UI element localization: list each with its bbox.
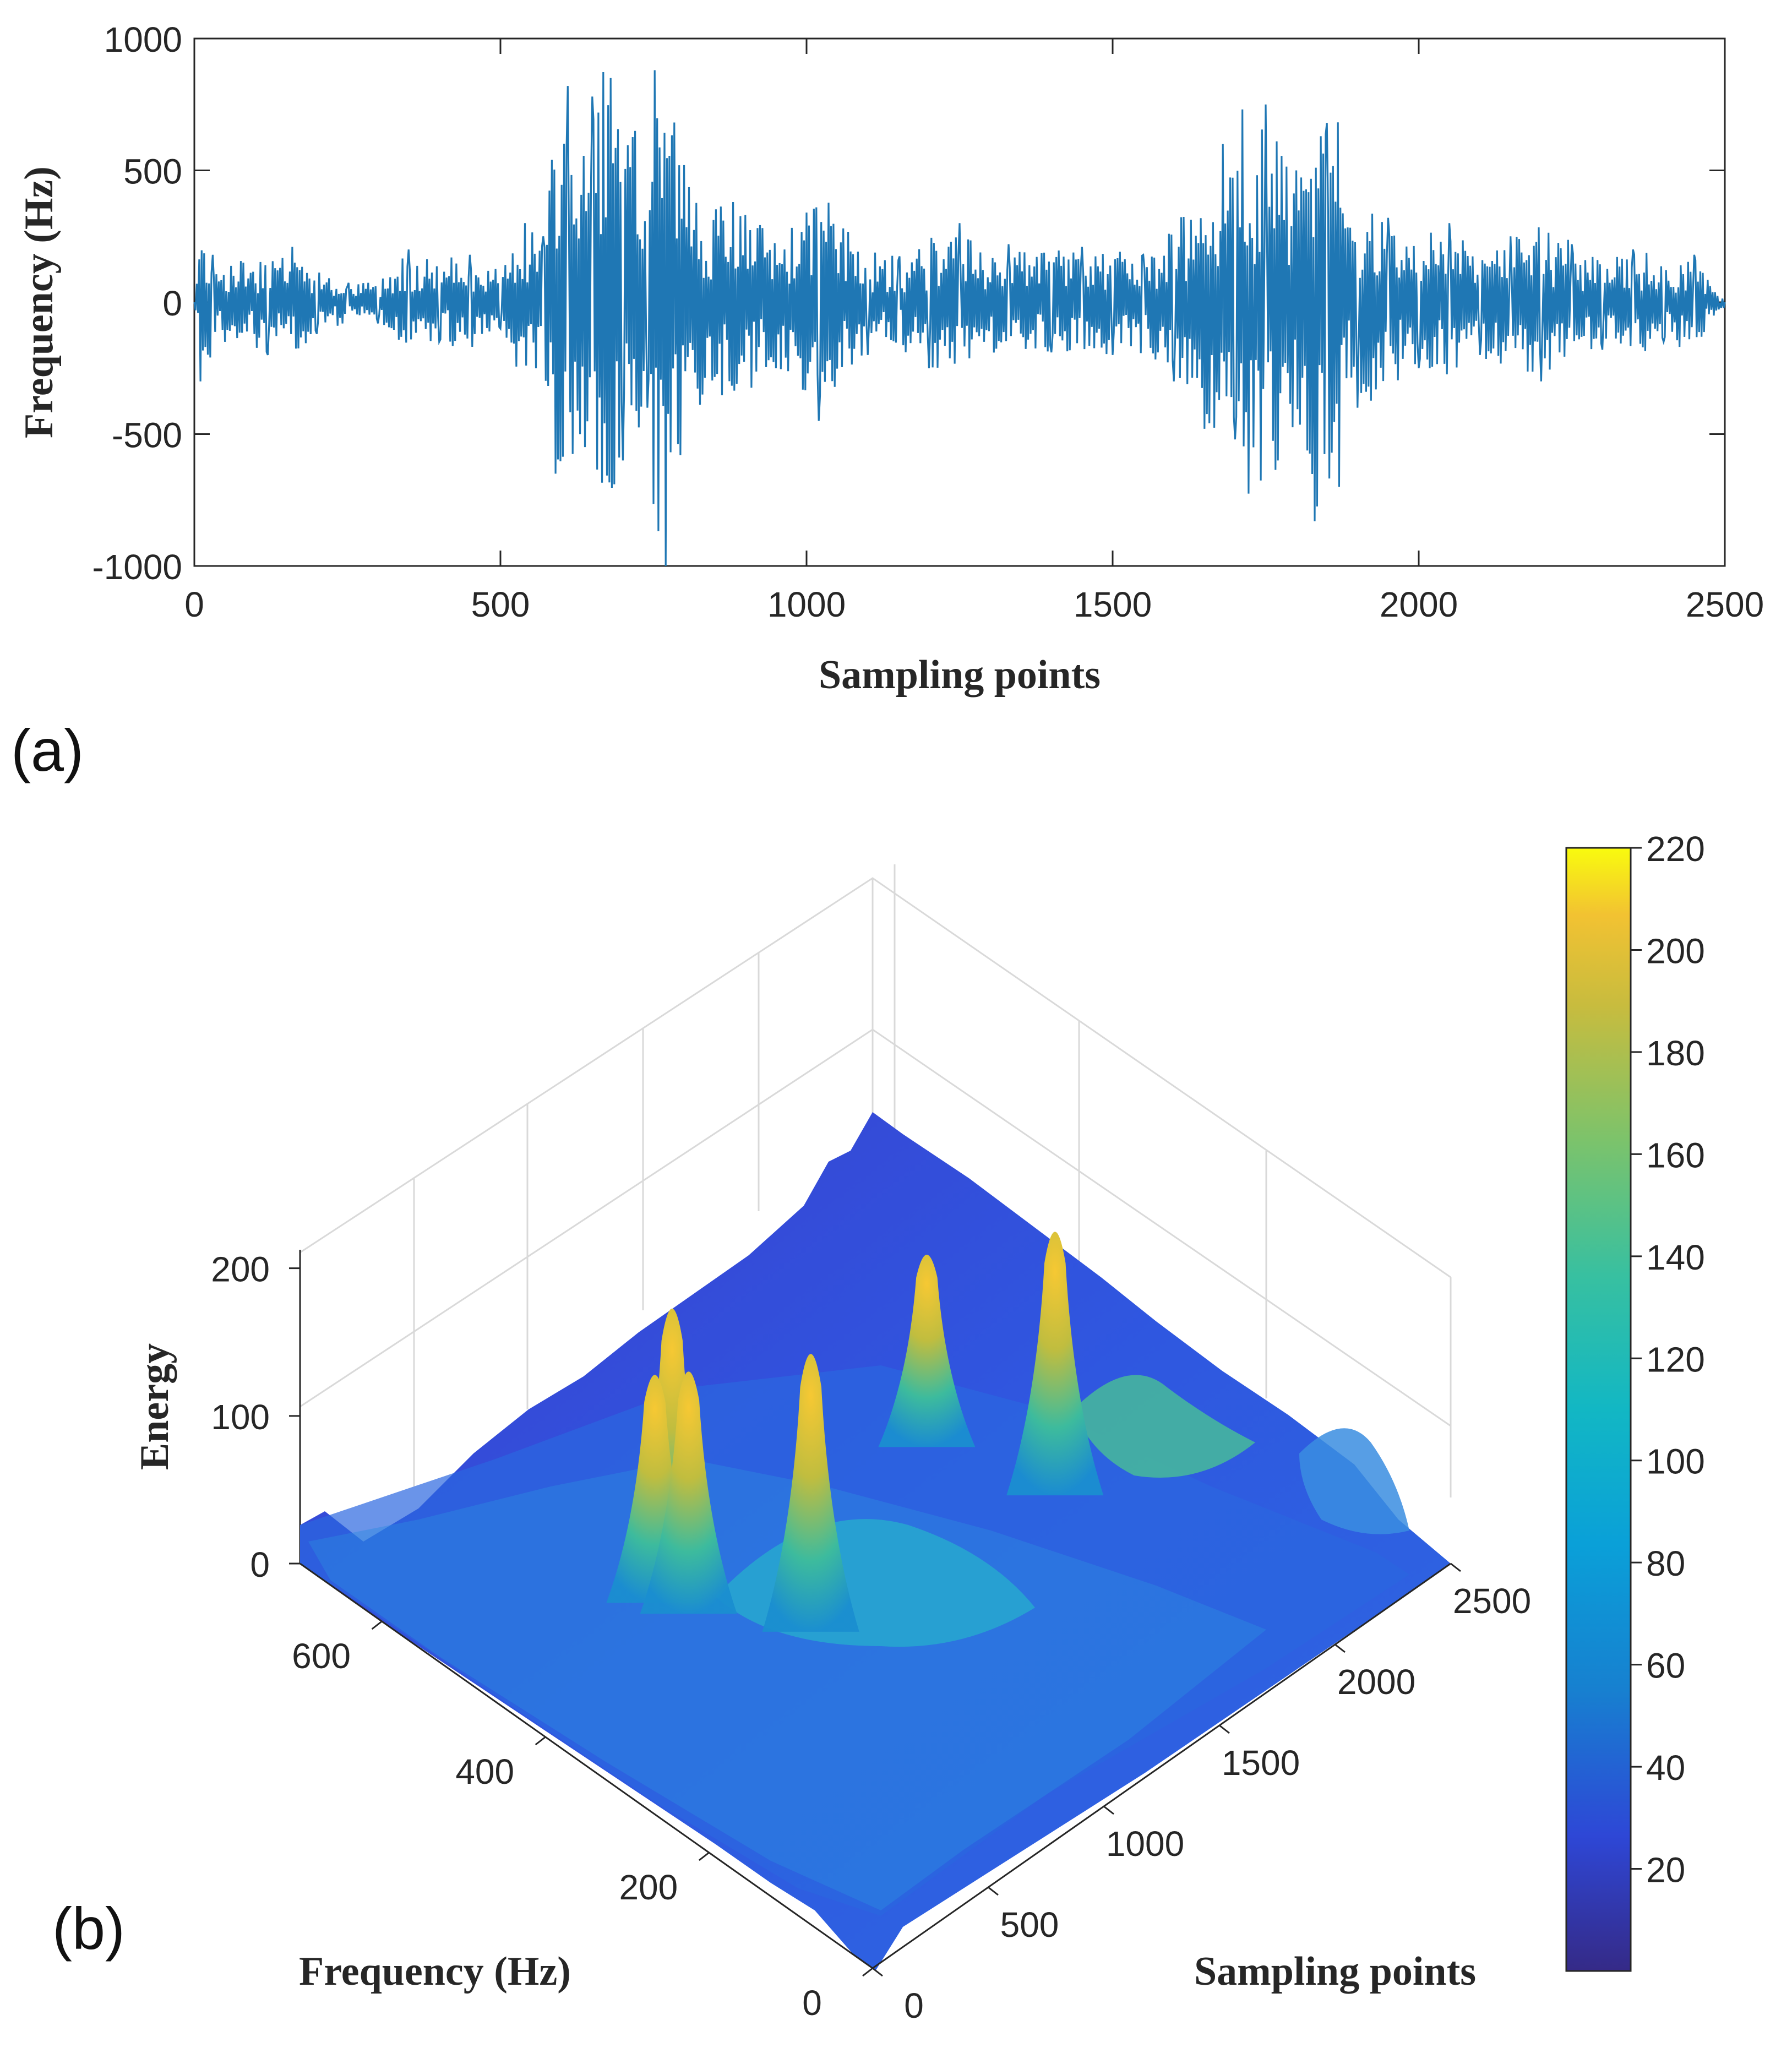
panel-a-line-chart: -1000 -500 0 500 1000 0 500 1000 1500 2000 2500 S…: [11, 20, 1764, 783]
panel-b-surface-chart: 0 100 200 Energy 0 200 400 600 0 500 1000 1500 20…: [52, 829, 1705, 2025]
panel-b-label: (b): [52, 1895, 125, 1962]
panel-b-z-axis: 0 100 200 Energy: [132, 1250, 301, 1584]
panel-a-x-tick-label: 2000: [1380, 585, 1458, 624]
panel-b-colorbar-tick-label: 200: [1646, 931, 1705, 971]
panel-b-sampling-tick-label: 0: [904, 1986, 924, 2025]
panel-b-floor-axes: 0 200 400 600 0 500 1000 1500 2000 2500 Frequenc…: [292, 1562, 1531, 2025]
panel-a-x-tick-label: 2500: [1686, 585, 1764, 624]
panel-b-sampling-tick-mark: [1219, 1724, 1230, 1734]
panel-b-z-tick-label: 100: [211, 1397, 270, 1437]
panel-b-sampling-tick-label: 2500: [1453, 1581, 1531, 1621]
panel-b-sampling-tick-label: 2000: [1337, 1662, 1415, 1702]
panel-b-colorbar-tick-label: 80: [1646, 1544, 1685, 1583]
panel-b-z-ticks: 0 100 200: [211, 1250, 300, 1584]
panel-b-frequency-tick-label: 0: [802, 1983, 822, 2023]
panel-b-peak: [1006, 1232, 1104, 1496]
panel-a-x-tick-label: 500: [471, 585, 530, 624]
panel-b-surface: [300, 1112, 1451, 1971]
panel-b-colorbar-gradient: [1565, 847, 1632, 1972]
panel-b-peaks: [606, 1232, 1104, 1632]
panel-b-sampling-tick-label: 1500: [1222, 1743, 1300, 1783]
panel-b-colorbar-tick-label: 40: [1646, 1748, 1685, 1788]
panel-b-sampling-tick-mark: [1335, 1643, 1346, 1653]
panel-b-colorbar-tick-label: 140: [1646, 1238, 1705, 1277]
panel-b-surface-shade: [308, 1459, 1266, 1910]
panel-b-sampling-axis-label: Sampling points: [1194, 1949, 1476, 1994]
panel-a-x-tick-label: 1500: [1074, 585, 1152, 624]
panel-b-sampling-tick-mark: [988, 1886, 999, 1896]
panel-b-sampling-tick-label: 500: [1000, 1905, 1059, 1945]
panel-b-frequency-axis-label: Frequency (Hz): [299, 1949, 571, 1994]
panel-b-peak: [878, 1254, 976, 1447]
panel-b-surface-midhump-3: [1299, 1428, 1409, 1534]
panel-a-y-axis-label: Frequency (Hz): [17, 166, 62, 438]
panel-b-frequency-tick-label: 200: [619, 1867, 678, 1907]
panel-b-sampling-axis-line: [872, 1562, 1451, 1969]
panel-a-x-tick-label: 0: [184, 585, 204, 624]
panel-a-y-tick-label: -500: [112, 416, 182, 455]
panel-b-peak: [640, 1371, 737, 1614]
panel-b-colorbar-tick-label: 220: [1646, 829, 1705, 869]
panel-b-colorbar-ticks: 20 40 60 80 100 120 140 160 180 200 220: [1631, 829, 1705, 1890]
panel-b-colorbar-tick-label: 20: [1646, 1850, 1685, 1890]
panel-b-sampling-tick-mark: [872, 1967, 883, 1977]
panel-b-colorbar-tick-label: 60: [1646, 1646, 1685, 1686]
panel-b-sampling-tick-label: 1000: [1106, 1824, 1184, 1864]
panel-b-z-tick-label: 200: [211, 1250, 270, 1289]
panel-b-frequency-tick-mark: [535, 1736, 546, 1746]
panel-b-grid: [299, 864, 1452, 1497]
panel-a-x-axis-label: Sampling points: [819, 652, 1101, 698]
panel-b-colorbar: 20 40 60 80 100 120 140 160 180 200 220: [1565, 829, 1705, 1972]
panel-b-surface-midhump-2: [1074, 1375, 1255, 1478]
panel-b-colorbar-tick-label: 100: [1646, 1442, 1705, 1482]
panel-a-x-ticks: 0 500 1000 1500 2000 2500: [184, 39, 1764, 624]
panel-b-frequency-tick-mark: [371, 1620, 383, 1630]
panel-b-z-tick-label: 0: [250, 1545, 270, 1584]
panel-a-y-ticks: -1000 -500 0 500 1000: [92, 20, 1725, 587]
panel-a-y-tick-label: 1000: [104, 20, 182, 59]
panel-b-sampling-tick-mark: [1450, 1562, 1461, 1572]
panel-b-frequency-tick-label: 400: [455, 1752, 514, 1791]
panel-a-y-tick-label: -1000: [92, 547, 182, 587]
panel-b-colorbar-tick-label: 160: [1646, 1135, 1705, 1175]
panel-a-series-line: [193, 70, 1726, 567]
panel-b-colorbar-tick-label: 180: [1646, 1033, 1705, 1073]
panel-b-frequency-tick-mark: [698, 1851, 710, 1861]
panel-b-frequency-ticks: 0 200 400 600: [292, 1620, 873, 2023]
panel-a-y-tick-label: 500: [123, 152, 182, 192]
panel-a-x-tick-label: 1000: [767, 585, 846, 624]
panel-a-label: (a): [11, 717, 84, 783]
panel-b-z-axis-label: Energy: [132, 1343, 177, 1470]
panel-b-sampling-tick-mark: [1103, 1805, 1114, 1815]
panel-a-y-tick-label: 0: [162, 284, 182, 323]
panel-b-peak: [762, 1354, 859, 1632]
panel-b-frequency-tick-mark: [862, 1967, 873, 1977]
panel-b-colorbar-tick-label: 120: [1646, 1339, 1705, 1379]
panel-b-frequency-axis-line: [299, 1562, 873, 1969]
panel-b-sampling-ticks: 0 500 1000 1500 2000 2500: [872, 1562, 1531, 2025]
panel-b-frequency-tick-label: 600: [292, 1636, 351, 1676]
